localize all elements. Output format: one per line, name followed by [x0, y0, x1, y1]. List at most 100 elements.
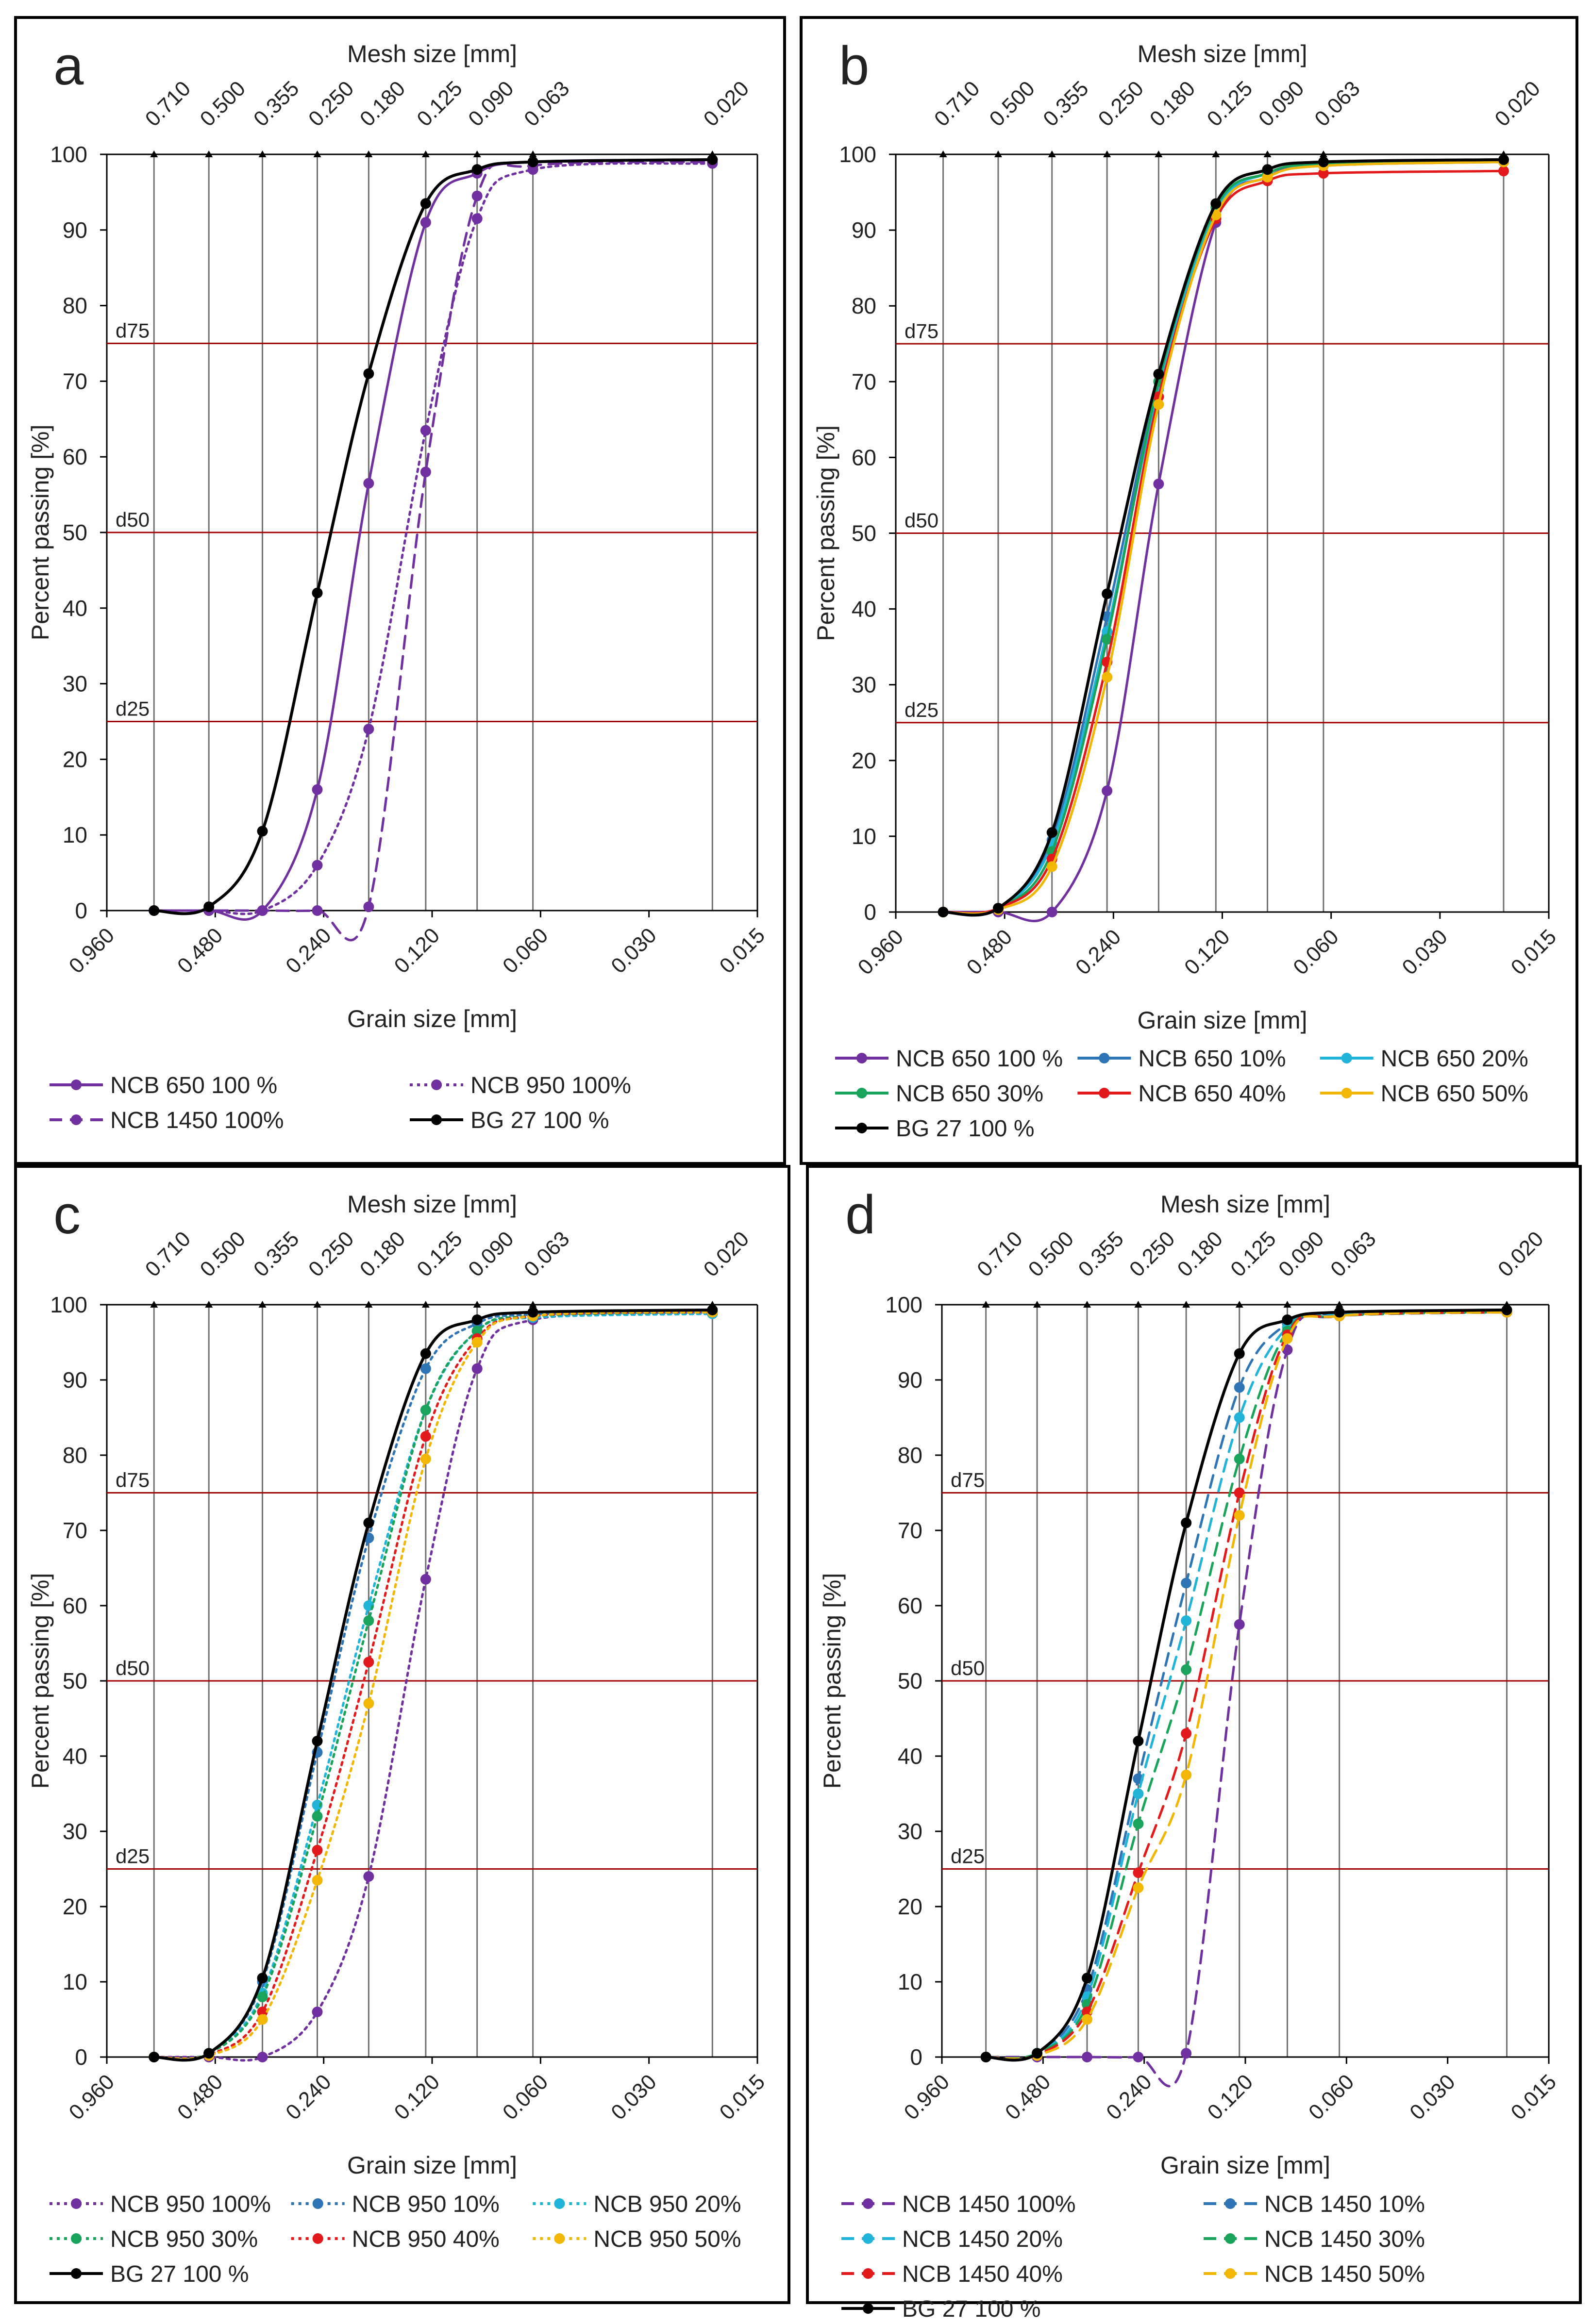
x-tick-label: 0.240 — [281, 923, 336, 978]
data-point — [420, 217, 431, 228]
data-point — [1181, 2048, 1192, 2059]
x-tick-label: 0.015 — [1507, 2070, 1561, 2125]
y-tick-label: 10 — [898, 1969, 922, 1994]
data-point — [471, 213, 483, 224]
x-tick-label: 0.960 — [900, 2070, 955, 2125]
data-point — [1282, 1333, 1293, 1344]
data-point — [363, 1615, 374, 1626]
legend-label: NCB 950 20% — [593, 2191, 741, 2217]
legend-marker — [71, 2268, 82, 2279]
legend-label: BG 27 100 % — [902, 2296, 1041, 2322]
series-line — [152, 1311, 714, 2060]
series-line — [942, 160, 1505, 916]
y-tick-label: 50 — [852, 521, 876, 546]
data-point — [471, 190, 483, 201]
x-tick-label: 0.060 — [1304, 2070, 1359, 2125]
x-tick-label: 0.030 — [606, 923, 661, 978]
panel-letter: d — [845, 1184, 875, 1245]
data-point — [1102, 672, 1113, 683]
x-tick-label: 0.960 — [65, 923, 119, 978]
data-point — [420, 198, 431, 209]
panel-frame — [14, 1165, 790, 2304]
x-tick-label: 0.960 — [854, 925, 908, 979]
mesh-tick-label: 0.125 — [1226, 1227, 1281, 1282]
mesh-tick-label: 0.090 — [464, 77, 519, 132]
mesh-tick-label: 0.180 — [355, 77, 410, 132]
mesh-tick-label: 0.063 — [519, 77, 574, 132]
y-tick-label: 100 — [50, 142, 87, 167]
panel-letter: a — [53, 35, 84, 96]
series-line — [942, 161, 1505, 915]
y-tick-label: 20 — [63, 747, 87, 772]
data-point — [1102, 634, 1113, 645]
y-tick-label: 70 — [63, 368, 87, 394]
x-tick-label: 0.960 — [65, 2070, 119, 2125]
y-tick-label: 60 — [63, 1593, 87, 1618]
data-point — [257, 2014, 268, 2025]
mesh-tick-label: 0.180 — [1173, 1227, 1228, 1282]
series-line — [985, 1310, 1508, 2060]
data-point — [1181, 1517, 1192, 1528]
data-point — [471, 1363, 483, 1374]
mesh-tick-label: 0.125 — [1203, 77, 1257, 132]
data-point — [1133, 1788, 1144, 1799]
y-tick-label: 80 — [898, 1443, 922, 1468]
data-point — [420, 1405, 431, 1415]
data-point — [257, 2052, 268, 2062]
y-tick-label: 90 — [898, 1367, 922, 1393]
mesh-tick-label: 0.250 — [1125, 1227, 1180, 1282]
y-tick-label: 60 — [852, 445, 876, 470]
legend-marker — [1225, 2198, 1236, 2209]
y-axis-label: Percent passing [%] — [812, 425, 839, 641]
data-point — [420, 1363, 431, 1374]
data-point — [149, 905, 160, 916]
mesh-tick-label: 0.090 — [464, 1227, 519, 1282]
data-point — [312, 587, 323, 598]
legend-label: NCB 950 50% — [593, 2226, 741, 2252]
y-tick-label: 30 — [898, 1819, 922, 1844]
data-point — [1133, 1736, 1144, 1746]
legend-marker — [71, 1079, 82, 1090]
panel-letter: c — [53, 1184, 81, 1245]
data-point — [707, 154, 718, 165]
legend-label: BG 27 100 % — [110, 2261, 249, 2287]
legend-marker — [431, 1079, 442, 1090]
data-point — [1153, 368, 1164, 380]
reference-label: d75 — [905, 319, 938, 342]
series-line — [152, 162, 714, 915]
reference-label: d25 — [951, 1845, 985, 1868]
data-point — [1133, 1818, 1144, 1829]
y-tick-label: 20 — [852, 748, 876, 773]
y-tick-label: 70 — [898, 1518, 922, 1543]
series-line — [152, 158, 714, 915]
y-tick-label: 0 — [75, 2044, 87, 2070]
series-line — [942, 161, 1505, 922]
mesh-tick-label: 0.020 — [1493, 1227, 1548, 1282]
legend-marker — [863, 2233, 873, 2244]
x-tick-label: 0.030 — [1405, 2070, 1460, 2125]
x-axis-label: Grain size [mm] — [347, 2152, 517, 2179]
series-line — [152, 1312, 714, 2060]
x-axis-label: Grain size [mm] — [347, 1005, 517, 1032]
data-point — [1318, 168, 1329, 179]
legend-label: NCB 950 30% — [110, 2226, 258, 2252]
x-tick-label: 0.030 — [606, 2070, 661, 2125]
data-point — [1234, 1487, 1245, 1498]
legend-marker — [856, 1123, 867, 1133]
legend-marker — [431, 1114, 442, 1125]
legend-label: NCB 650 40% — [1138, 1081, 1286, 1107]
data-point — [203, 2048, 215, 2059]
data-point — [420, 1431, 431, 1442]
y-tick-label: 100 — [839, 142, 876, 167]
data-point — [1181, 1769, 1192, 1780]
y-tick-label: 30 — [63, 1819, 87, 1844]
data-point — [938, 907, 949, 917]
data-point — [1102, 588, 1113, 599]
series-line — [152, 1311, 714, 2061]
mesh-tick-label: 0.020 — [699, 77, 754, 132]
data-point — [363, 724, 374, 735]
data-point — [1046, 861, 1057, 872]
data-point — [980, 2052, 991, 2062]
series-line — [942, 169, 1505, 915]
data-point — [1234, 1619, 1245, 1630]
